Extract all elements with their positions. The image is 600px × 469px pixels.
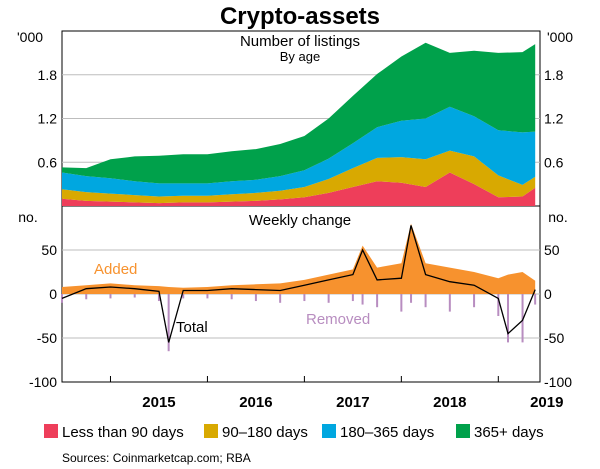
removed-bar [424,294,427,308]
bottom-ytick-left: 0 [49,286,57,302]
bottom-tick-labels: -100 -100 -50 -50 0 0 50 50 [29,242,572,390]
top-ytick-left: 1.2 [38,111,58,127]
removed-bar [109,294,112,299]
top-panel-subtitle: By age [280,49,320,64]
bottom-unit-left: no. [18,209,37,225]
removed-bar [361,294,364,305]
removed-bar [85,294,88,300]
bottom-unit-right: no. [548,209,567,225]
legend-swatch [322,424,336,438]
bottom-ytick-left: 50 [41,242,57,258]
x-tick-label: 2017 [336,394,369,411]
removed-bar [206,294,209,299]
legend-swatch [456,424,470,438]
top-tick-labels: 0.6 0.6 1.2 1.2 1.8 1.8 [38,67,564,171]
removed-bar [497,294,500,316]
added-area [62,223,536,294]
removed-bar [534,294,537,305]
removed-bar [157,294,160,302]
removed-bar [182,294,185,299]
total-line [61,225,536,343]
removed-bar [279,294,282,303]
top-ytick-right: 0.6 [544,154,564,170]
bottom-ytick-right: 0 [544,286,552,302]
legend-label: 365+ days [474,424,544,441]
legend-label: 180–365 days [340,424,434,441]
legend-swatch [204,424,218,438]
top-unit-left: '000 [17,29,43,45]
removed-bar [376,294,379,308]
top-area-layers [62,42,536,206]
removed-bar [351,294,354,302]
removed-bar [167,294,170,352]
legend-label: 90–180 days [222,424,308,441]
bottom-ytick-left: -50 [37,330,57,346]
removed-bar [303,294,306,302]
bottom-total-line [61,225,536,343]
chart-title: Crypto-assets [220,3,380,30]
legend: Less than 90 days 90–180 days 180–365 days… [44,424,544,441]
top-ytick-left: 1.8 [38,67,58,83]
x-tick-label: 2018 [433,394,466,411]
x-tick-label: 2015 [142,394,175,411]
top-ytick-right: 1.8 [544,67,564,83]
bottom-ytick-right: 50 [544,242,560,258]
area-less-than-90-days [62,172,536,206]
removed-bar [507,294,510,343]
annotation-added: Added [94,261,137,278]
removed-bar [230,294,233,300]
bottom-bars [61,223,537,352]
removed-bar [410,294,413,303]
removed-bar [473,294,476,308]
removed-bar [400,294,403,312]
removed-bar [521,294,524,343]
area-90-180-days [62,150,536,204]
area-365-days [62,42,536,184]
top-unit-right: '000 [547,29,573,45]
bottom-ytick-right: -100 [544,374,572,390]
top-ytick-left: 0.6 [38,154,58,170]
removed-bar [133,294,136,298]
bottom-ytick-left: -100 [29,374,57,390]
annotation-total: Total [176,319,208,336]
area-180-365-days [62,106,536,197]
removed-bar [448,294,451,312]
annotation-removed: Removed [306,311,370,328]
legend-label: Less than 90 days [62,424,184,441]
x-tick-label: 2016 [239,394,272,411]
x-tick-labels: 2015 2016 2017 2018 2019 [109,376,563,411]
removed-bar [254,294,257,302]
top-ytick-right: 1.2 [544,111,564,127]
bottom-panel-title: Weekly change [249,212,351,229]
removed-bar [327,294,330,303]
legend-swatch [44,424,58,438]
source-note: Sources: Coinmarketcap.com; RBA [62,451,251,465]
top-panel-title: Number of listings [240,33,360,50]
x-tick-label: 2019 [530,394,563,411]
bottom-ytick-right: -50 [544,330,564,346]
